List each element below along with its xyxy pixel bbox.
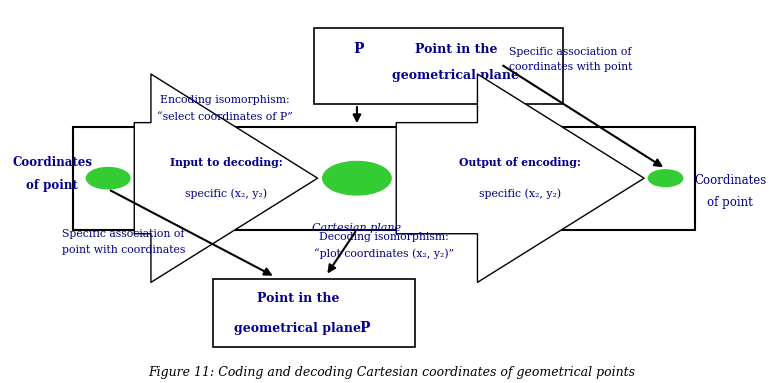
Text: Figure 11: Coding and decoding Cartesian coordinates of geometrical points: Figure 11: Coding and decoding Cartesian… [149, 366, 636, 379]
Text: point with coordinates: point with coordinates [62, 245, 185, 255]
Text: Point in the: Point in the [256, 291, 339, 304]
Text: Specific association of: Specific association of [63, 229, 185, 239]
Text: Coordinates: Coordinates [13, 157, 92, 170]
Text: P: P [360, 321, 370, 335]
Text: of point: of point [707, 196, 753, 210]
Text: “plot coordinates (x₂, y₂)”: “plot coordinates (x₂, y₂)” [314, 248, 454, 259]
FancyBboxPatch shape [74, 127, 695, 229]
Text: specific (x₂, y₂): specific (x₂, y₂) [479, 188, 561, 199]
Text: Encoding isomorphism:: Encoding isomorphism: [160, 95, 289, 105]
Circle shape [323, 162, 391, 195]
Text: coordinates with point: coordinates with point [509, 62, 633, 72]
Circle shape [86, 167, 130, 189]
FancyBboxPatch shape [314, 28, 563, 104]
Text: Coordinates: Coordinates [694, 173, 766, 187]
Text: Decoding isomorphism:: Decoding isomorphism: [319, 232, 449, 242]
Text: Input to decoding:: Input to decoding: [170, 157, 282, 169]
Text: P: P [353, 42, 364, 56]
Text: geometrical plane: geometrical plane [393, 69, 519, 82]
Text: of point: of point [27, 179, 78, 192]
Text: geometrical plane: geometrical plane [235, 322, 361, 335]
FancyBboxPatch shape [213, 279, 415, 347]
Circle shape [648, 170, 683, 187]
Text: Specific association of: Specific association of [509, 47, 632, 57]
Text: “select coordinates of P”: “select coordinates of P” [157, 111, 292, 121]
Text: Cartesian plane: Cartesian plane [312, 223, 401, 232]
Text: specific (x₂, y₂): specific (x₂, y₂) [185, 188, 267, 199]
Text: Output of encoding:: Output of encoding: [459, 157, 581, 169]
Text: Point in the: Point in the [414, 43, 497, 56]
